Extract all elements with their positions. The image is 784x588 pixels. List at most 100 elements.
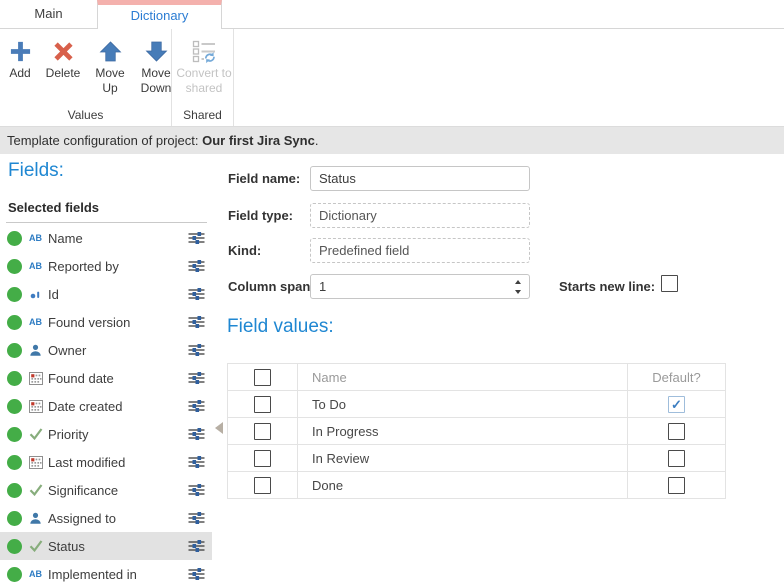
list-item-status[interactable]: Status	[0, 532, 212, 560]
field-options-icon[interactable]	[188, 511, 205, 525]
selected-fields-underline	[6, 222, 207, 223]
name-column-header: Name	[297, 363, 628, 391]
list-item-implemented-in[interactable]: AB Implemented in	[0, 560, 212, 588]
starts-new-line-label: Starts new line:	[559, 279, 656, 294]
list-item-last-modified[interactable]: Last modified	[0, 448, 212, 476]
info-bar-prefix: Template configuration of project:	[7, 133, 203, 148]
field-name-label: Field name:	[228, 171, 301, 186]
dictionary-field-icon	[26, 428, 45, 440]
field-options-icon[interactable]	[188, 259, 205, 273]
plus-icon	[9, 36, 32, 66]
field-options-icon[interactable]	[188, 455, 205, 469]
person-field-icon	[26, 512, 45, 525]
kind-label: Kind:	[228, 243, 262, 258]
field-options-icon[interactable]	[188, 539, 205, 553]
starts-new-line-checkbox[interactable]	[661, 275, 678, 292]
list-item-label: Last modified	[48, 454, 126, 470]
list-item-significance[interactable]: Significance	[0, 476, 212, 504]
list-item-reported-by[interactable]: AB Reported by	[0, 252, 212, 280]
field-options-icon[interactable]	[188, 483, 205, 497]
delete-button[interactable]: Delete	[39, 34, 87, 83]
list-item-label: Status	[48, 538, 85, 554]
field-status-dot	[7, 510, 22, 526]
field-options-icon[interactable]	[188, 399, 205, 413]
convert-to-shared-button[interactable]: Convert to shared	[175, 34, 233, 98]
move-up-button-label: Move Up	[95, 66, 125, 95]
column-span-value: 1	[319, 279, 327, 294]
default-cell	[627, 390, 726, 418]
spinner-down-icon[interactable]	[515, 289, 521, 294]
field-options-icon[interactable]	[188, 371, 205, 385]
kind-input: Predefined field	[310, 238, 530, 263]
ribbon-group-shared-label: Shared	[183, 108, 222, 122]
column-span-input[interactable]: 1	[310, 274, 530, 299]
field-status-dot	[7, 370, 22, 386]
move-up-button[interactable]: Move Up	[89, 34, 131, 98]
default-checkbox[interactable]	[668, 395, 685, 413]
default-checkbox[interactable]	[668, 476, 685, 494]
value-name-cell[interactable]: In Progress	[297, 417, 628, 445]
column-span-spinner[interactable]	[512, 275, 524, 298]
value-name-cell[interactable]: To Do	[297, 390, 628, 418]
field-options-icon[interactable]	[188, 427, 205, 441]
move-down-button[interactable]: Move Down	[133, 34, 179, 98]
tab-strip: Main Dictionary	[0, 0, 784, 29]
ribbon-group-shared: Convert to shared Shared	[172, 29, 234, 126]
select-all-checkbox[interactable]	[254, 368, 271, 386]
list-item-id[interactable]: Id	[0, 280, 212, 308]
list-item-owner[interactable]: Owner	[0, 336, 212, 364]
field-status-dot	[7, 566, 22, 582]
default-checkbox[interactable]	[668, 422, 685, 440]
field-name-value: Status	[319, 171, 356, 186]
tab-dictionary[interactable]: Dictionary	[97, 0, 222, 29]
date-field-icon	[26, 371, 45, 385]
dictionary-field-icon	[26, 540, 45, 552]
selected-fields-list: AB Name AB Reported by Id AB Found version Owne…	[0, 224, 212, 588]
list-item-found-date[interactable]: Found date	[0, 364, 212, 392]
field-options-icon[interactable]	[188, 343, 205, 357]
dictionary-field-icon	[26, 484, 45, 496]
list-item-label: Date created	[48, 398, 123, 414]
id-field-icon	[26, 288, 45, 301]
field-options-icon[interactable]	[188, 315, 205, 329]
field-status-dot	[7, 426, 22, 442]
splitter-collapse-icon[interactable]	[215, 422, 223, 434]
field-value-row-done: Done	[227, 471, 726, 499]
selected-fields-header: Selected fields	[8, 200, 100, 215]
convert-to-shared-button-label: Convert to shared	[176, 66, 232, 95]
list-item-priority[interactable]: Priority	[0, 420, 212, 448]
default-column-header: Default?	[627, 363, 726, 391]
row-select-cell	[227, 390, 298, 418]
field-options-icon[interactable]	[188, 231, 205, 245]
default-checkbox[interactable]	[668, 449, 685, 467]
field-options-icon[interactable]	[188, 287, 205, 301]
row-select-checkbox[interactable]	[254, 476, 271, 494]
list-item-name[interactable]: AB Name	[0, 224, 212, 252]
field-type-value: Dictionary	[319, 208, 377, 223]
ribbon: Add Delete Move Up Move Down Va	[0, 29, 784, 127]
add-button[interactable]: Add	[3, 34, 37, 83]
field-status-dot	[7, 454, 22, 470]
value-name-cell[interactable]: In Review	[297, 444, 628, 472]
value-name-cell[interactable]: Done	[297, 471, 628, 499]
spinner-up-icon[interactable]	[515, 279, 521, 284]
row-select-checkbox[interactable]	[254, 422, 271, 440]
template-configuration-bar: Template configuration of project: Our f…	[0, 127, 784, 154]
list-item-label: Reported by	[48, 258, 119, 274]
list-item-label: Found date	[48, 370, 114, 386]
list-item-found-version[interactable]: AB Found version	[0, 308, 212, 336]
list-item-label: Name	[48, 230, 83, 246]
field-options-icon[interactable]	[188, 567, 205, 581]
field-status-dot	[7, 230, 22, 246]
list-item-assigned-to[interactable]: Assigned to	[0, 504, 212, 532]
row-select-checkbox[interactable]	[254, 449, 271, 467]
list-item-label: Owner	[48, 342, 87, 358]
row-select-cell	[227, 417, 298, 445]
list-item-date-created[interactable]: Date created	[0, 392, 212, 420]
row-select-checkbox[interactable]	[254, 395, 271, 413]
tab-main[interactable]: Main	[34, 6, 63, 21]
field-name-input[interactable]: Status	[310, 166, 530, 191]
text-field-icon: AB	[29, 233, 42, 243]
field-status-dot	[7, 258, 22, 274]
